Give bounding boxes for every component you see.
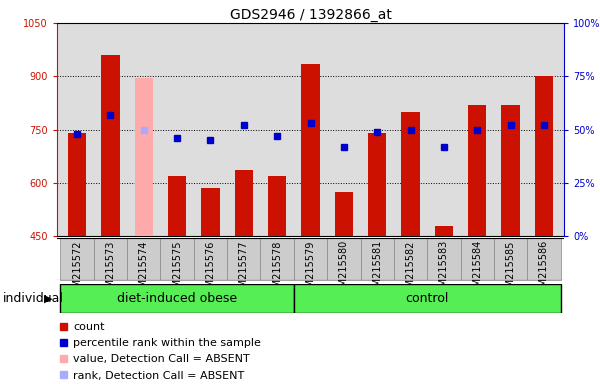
Bar [461,238,494,280]
Text: diet-induced obese: diet-induced obese [117,292,237,305]
Text: GSM215582: GSM215582 [406,240,416,300]
Text: ▶: ▶ [44,293,52,304]
Text: GSM215586: GSM215586 [539,240,549,300]
Bar [535,76,553,236]
Bar [160,238,194,280]
Bar [194,238,227,280]
Text: GSM215579: GSM215579 [305,240,316,300]
Bar [101,55,119,236]
Bar [361,238,394,280]
Bar [235,170,253,236]
Bar [127,238,160,280]
Bar [61,238,94,280]
Bar [327,238,361,280]
Bar [301,64,320,236]
Text: GSM215584: GSM215584 [472,240,482,300]
Bar [134,78,153,236]
Bar [94,238,127,280]
Text: GSM215583: GSM215583 [439,240,449,300]
Bar [201,188,220,236]
Text: GSM215581: GSM215581 [372,240,382,300]
Title: GDS2946 / 1392866_at: GDS2946 / 1392866_at [230,8,391,22]
Text: rank, Detection Call = ABSENT: rank, Detection Call = ABSENT [73,371,244,381]
Bar [227,238,260,280]
Text: count: count [73,322,105,332]
Bar [394,238,427,280]
Text: individual: individual [3,292,64,305]
Text: GSM215574: GSM215574 [139,240,149,300]
Bar [335,192,353,236]
Text: GSM215576: GSM215576 [205,240,215,300]
Bar [68,133,86,236]
Bar [260,238,294,280]
Text: GSM215585: GSM215585 [506,240,515,300]
Text: GSM215575: GSM215575 [172,240,182,300]
Bar [168,176,186,236]
Bar [494,238,527,280]
Bar [468,105,487,236]
Bar [435,225,453,236]
Text: value, Detection Call = ABSENT: value, Detection Call = ABSENT [73,354,250,364]
Text: control: control [406,292,449,305]
Bar [368,133,386,236]
Text: GSM215573: GSM215573 [106,240,115,300]
Bar [61,284,294,313]
Text: GSM215577: GSM215577 [239,240,249,300]
Bar [502,105,520,236]
Text: GSM215578: GSM215578 [272,240,282,300]
Text: GSM215572: GSM215572 [72,240,82,300]
Text: GSM215580: GSM215580 [339,240,349,300]
Bar [294,238,327,280]
Bar [294,284,560,313]
Bar [427,238,461,280]
Bar [268,176,286,236]
Bar [401,112,420,236]
Bar [527,238,560,280]
Text: percentile rank within the sample: percentile rank within the sample [73,338,261,348]
